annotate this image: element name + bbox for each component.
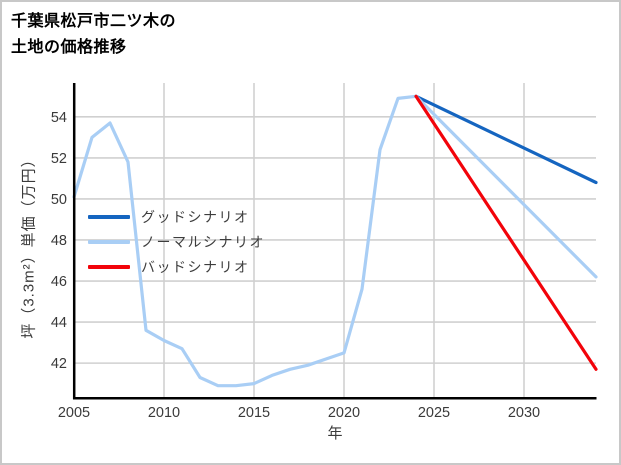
y-tick-label: 48 [51, 233, 67, 249]
page-title: 千葉県松戸市二ツ木の 土地の価格推移 [11, 9, 176, 61]
legend-label-normal-scenario: ノーマルシナリオ [141, 233, 265, 250]
x-tick-label: 2030 [508, 405, 540, 421]
y-axis-title: 坪（3.3m²）単価（万円） [20, 151, 38, 339]
legend-item-normal-scenario: ノーマルシナリオ [88, 229, 265, 254]
legend-swatch-bad-scenario [88, 264, 130, 269]
x-tick-label: 2020 [328, 405, 360, 421]
legend-item-good-scenario: グッドシナリオ [88, 204, 265, 229]
x-tick-label: 2005 [58, 405, 90, 421]
y-tick-label: 54 [51, 110, 67, 126]
series-line-0 [414, 94, 598, 185]
x-tick-label: 2015 [238, 405, 270, 421]
legend-swatch-normal-scenario [88, 239, 130, 244]
y-tick-label: 46 [51, 274, 67, 290]
legend-label-bad-scenario: バッドシナリオ [141, 258, 250, 275]
page-title-line-2: 土地の価格推移 [11, 39, 127, 56]
page-title-line-1: 千葉県松戸市二ツ木の [11, 13, 177, 30]
y-tick-label: 42 [51, 356, 67, 372]
y-tick-label: 50 [51, 192, 67, 208]
x-tick-label: 2010 [148, 405, 180, 421]
legend-swatch-good-scenario [88, 214, 130, 219]
x-axis-title: 年 [327, 425, 343, 442]
legend-item-bad-scenario: バッドシナリオ [88, 254, 265, 279]
series-line-1 [72, 94, 598, 388]
y-tick-label: 44 [51, 315, 67, 331]
legend-label-good-scenario: グッドシナリオ [141, 208, 250, 225]
series-line-2 [414, 94, 598, 371]
y-tick-label: 52 [51, 151, 67, 167]
x-tick-label: 2025 [418, 405, 450, 421]
legend: グッドシナリオ ノーマルシナリオ バッドシナリオ [88, 204, 265, 279]
